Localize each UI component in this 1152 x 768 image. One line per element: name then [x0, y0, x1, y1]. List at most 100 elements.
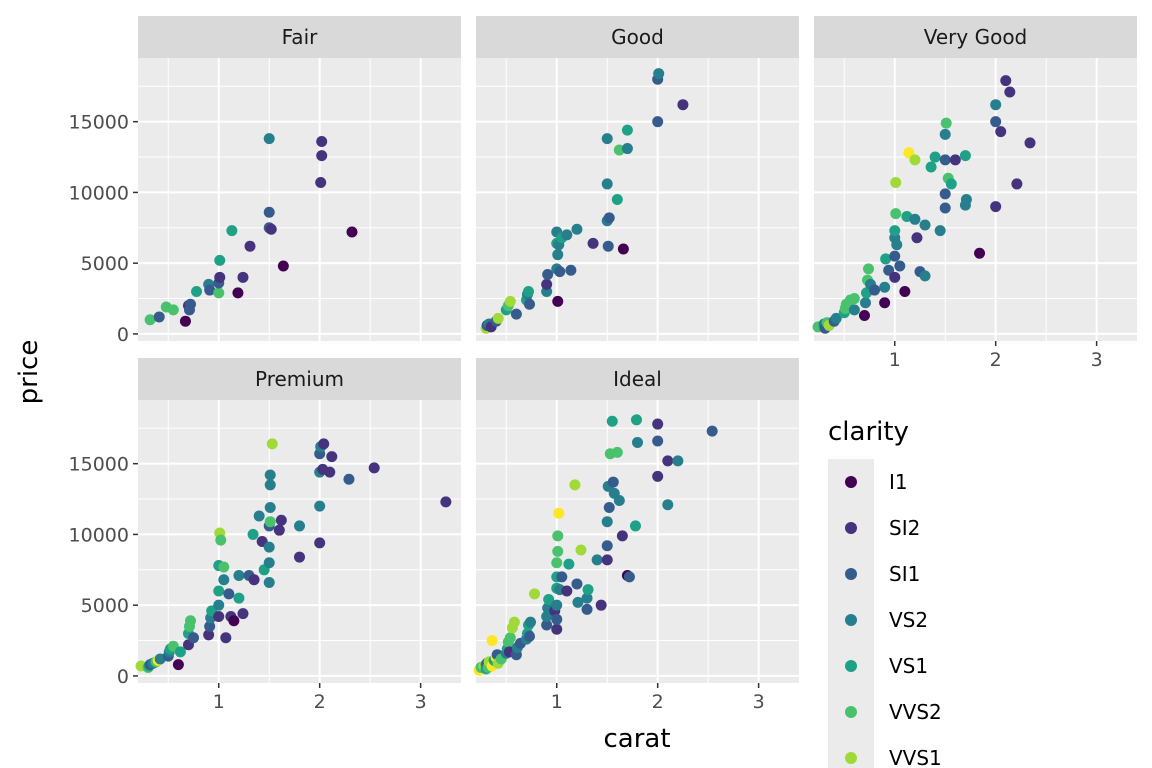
data-point — [218, 574, 230, 586]
facet-panel-premium: Premium 0 5000 10000 15000 1 2 3 — [69, 358, 461, 713]
x-tick-label: 2 — [314, 691, 326, 713]
data-point — [253, 510, 265, 522]
data-point — [508, 616, 520, 628]
data-point — [264, 469, 276, 481]
data-point — [233, 569, 245, 581]
data-point — [153, 311, 165, 323]
data-point — [630, 414, 642, 426]
data-point — [551, 613, 563, 625]
data-point — [858, 310, 870, 322]
data-point — [314, 500, 326, 512]
y-tick-label: 15000 — [69, 454, 129, 476]
data-point — [995, 126, 1007, 138]
data-point — [529, 588, 541, 600]
data-point — [188, 632, 200, 644]
data-point — [869, 284, 881, 296]
x-tick-label: 1 — [551, 691, 563, 713]
data-point — [554, 266, 566, 278]
data-point — [602, 240, 614, 252]
data-point — [563, 558, 575, 570]
data-point — [523, 298, 535, 310]
data-point — [848, 293, 860, 305]
data-point — [551, 623, 563, 635]
data-point — [223, 588, 235, 600]
data-point — [237, 608, 249, 620]
data-point — [551, 557, 563, 569]
legend-key-vs2 — [845, 614, 857, 626]
data-point — [263, 133, 275, 145]
facet-strip — [138, 16, 461, 58]
facet-strip-label: Very Good — [924, 25, 1028, 49]
data-point — [581, 592, 593, 604]
data-point — [315, 177, 327, 189]
data-point — [232, 287, 244, 299]
y-tick-label: 5000 — [81, 253, 129, 275]
x-axis-title: carat — [603, 724, 670, 754]
data-point — [541, 278, 553, 290]
legend-label-i1: I1 — [889, 470, 908, 494]
x-tick-label: 3 — [1091, 349, 1103, 371]
data-point — [368, 462, 380, 474]
facet-strip-label: Ideal — [613, 367, 662, 391]
data-point — [960, 194, 972, 205]
data-point — [504, 632, 516, 644]
data-point — [890, 208, 902, 220]
data-point — [629, 520, 641, 532]
data-point — [264, 516, 276, 528]
data-point — [939, 128, 951, 140]
x-tick-label: 2 — [652, 691, 664, 713]
data-point — [607, 476, 619, 488]
data-point — [179, 315, 191, 327]
facet-panel-very-good: Very Good 1 2 3 — [812, 16, 1137, 371]
data-point — [569, 479, 581, 491]
data-point — [440, 496, 452, 508]
data-point — [706, 425, 718, 437]
x-tick-label: 2 — [990, 349, 1002, 371]
data-point — [213, 287, 225, 299]
legend-label-si2: SI2 — [889, 516, 920, 540]
data-point — [632, 436, 643, 448]
facet-strip-label: Fair — [282, 25, 318, 49]
data-point — [611, 194, 623, 205]
facet-panel-fair: Fair 0 5000 10000 15000 — [69, 16, 461, 346]
data-point — [863, 263, 875, 275]
facet-strip-label: Premium — [255, 367, 344, 391]
data-point — [601, 178, 613, 190]
data-point — [228, 615, 240, 627]
data-point — [204, 620, 216, 632]
data-point — [929, 151, 941, 163]
data-point — [911, 232, 923, 244]
data-point — [184, 615, 196, 627]
data-point — [277, 260, 289, 272]
data-point — [945, 178, 957, 190]
data-point — [218, 561, 230, 573]
y-tick-label: 10000 — [69, 524, 129, 546]
y-tick-label: 0 — [117, 324, 129, 346]
data-point — [601, 133, 613, 145]
data-point — [226, 225, 238, 237]
data-point — [214, 254, 226, 266]
data-point — [880, 253, 892, 265]
data-point — [248, 574, 260, 586]
data-point — [504, 295, 516, 307]
y-axis-title: price — [14, 340, 44, 405]
legend-key-vvs2 — [845, 706, 857, 718]
legend-title: clarity — [828, 417, 909, 447]
data-point — [889, 225, 901, 237]
data-point — [621, 143, 633, 155]
data-point — [662, 455, 674, 467]
data-point — [172, 659, 184, 671]
data-point — [266, 438, 278, 450]
data-point — [652, 116, 664, 128]
data-point — [672, 455, 684, 467]
data-point — [213, 610, 225, 622]
data-point — [492, 312, 504, 324]
data-point — [662, 499, 674, 511]
data-point — [551, 599, 563, 611]
data-point — [486, 635, 498, 647]
legend: clarity I1 SI2 SI1 VS2 VS1 VVS2 VVS1 — [828, 417, 942, 768]
data-point — [552, 295, 564, 307]
data-point — [601, 540, 613, 552]
x-tick-label: 1 — [889, 349, 901, 371]
